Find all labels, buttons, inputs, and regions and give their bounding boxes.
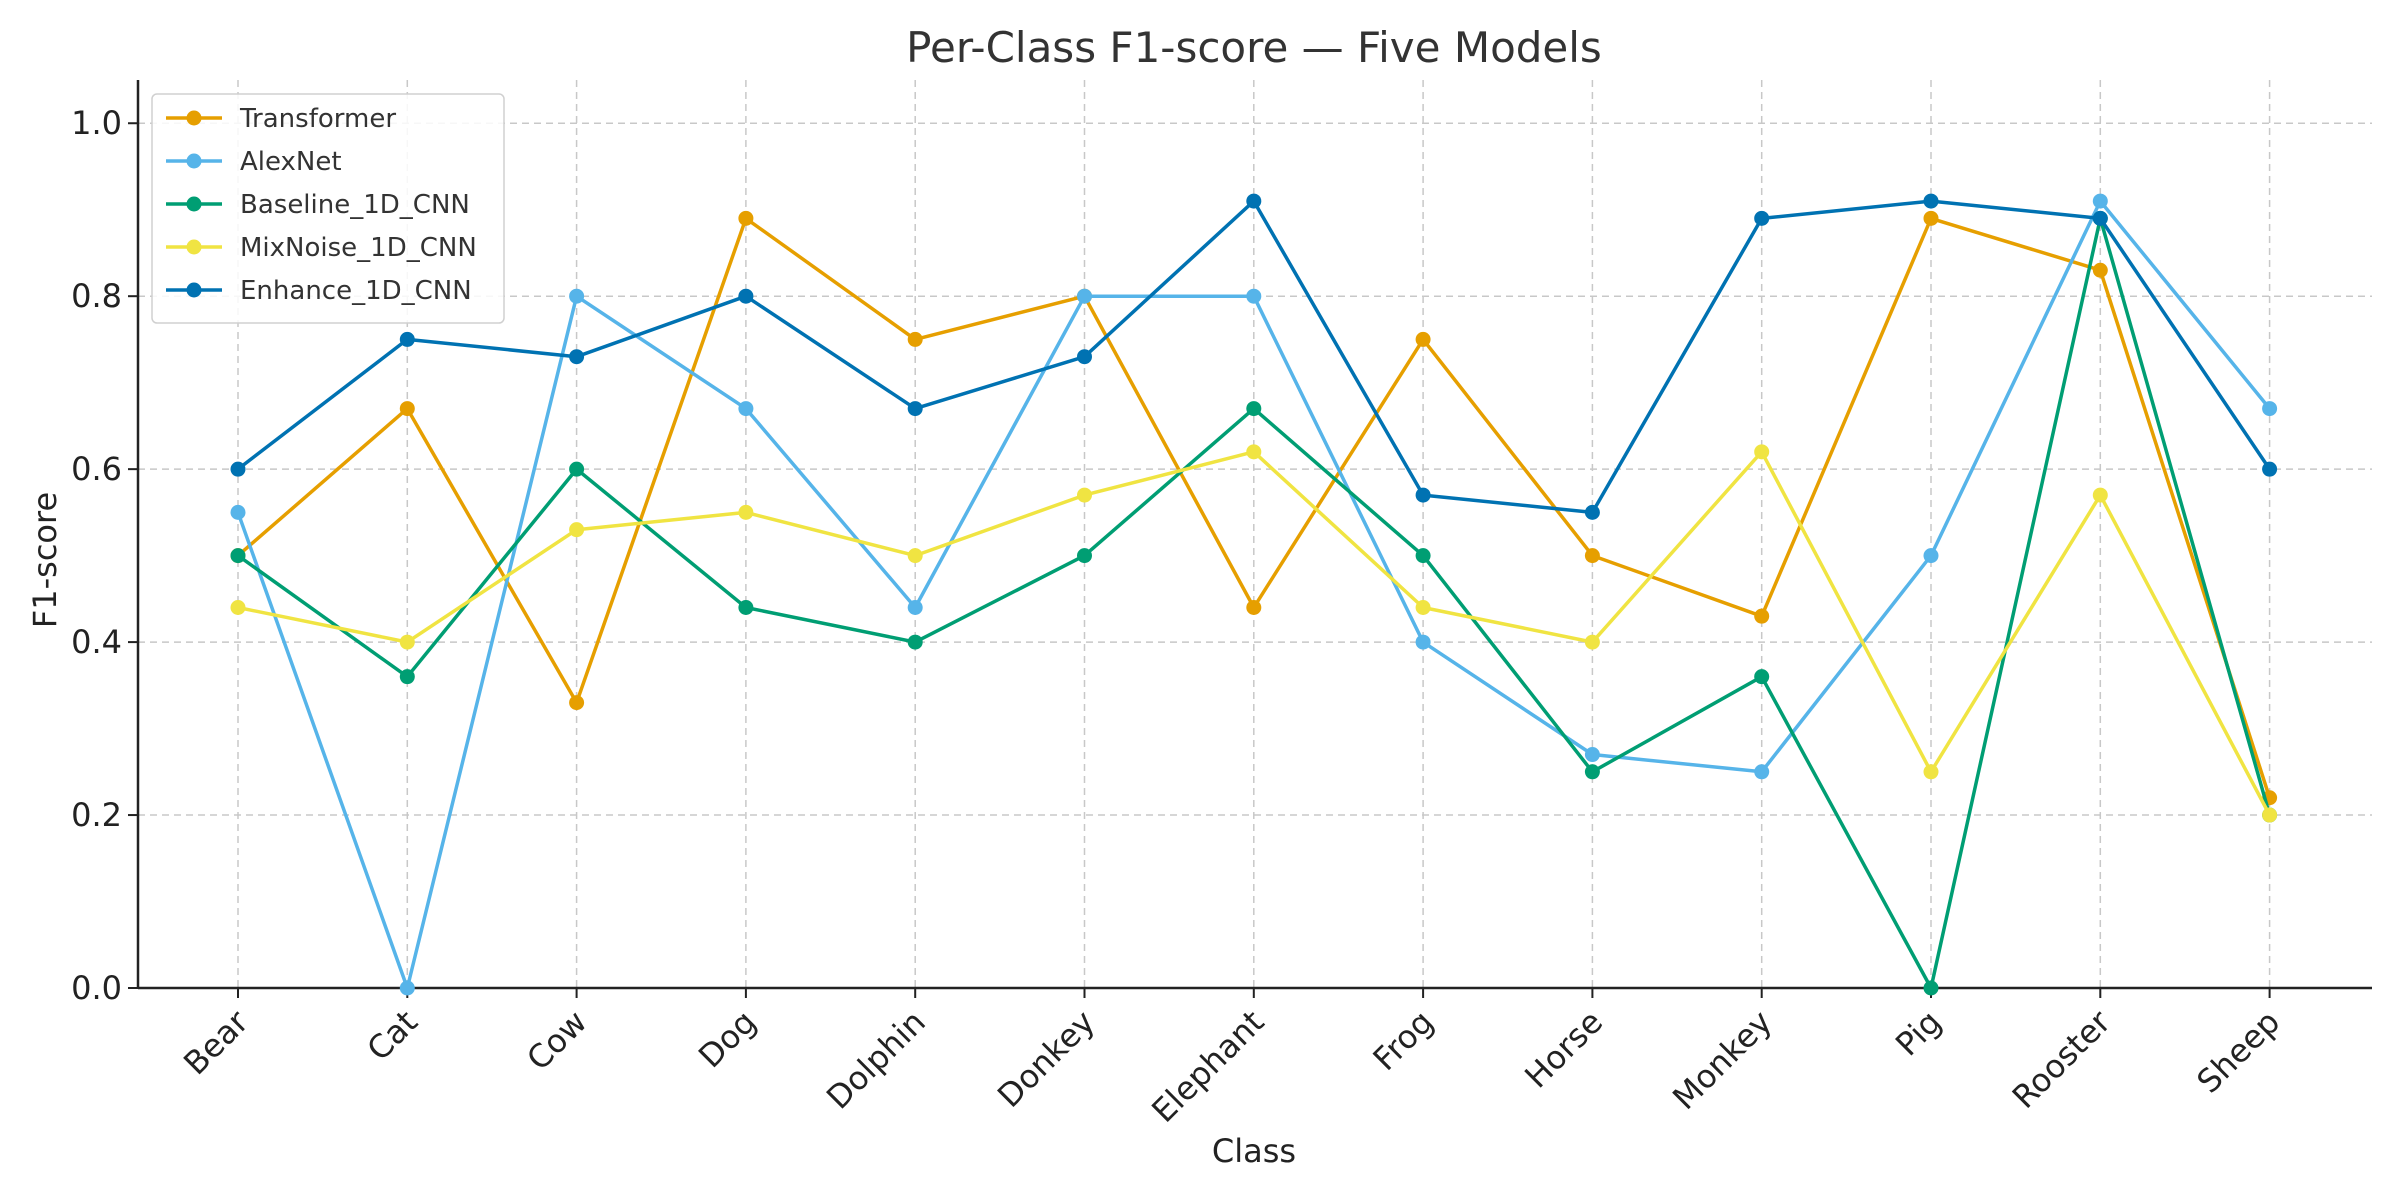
data-point (230, 461, 246, 477)
legend-marker (186, 196, 202, 212)
data-point (1415, 548, 1431, 564)
data-point (1754, 444, 1770, 460)
data-point (230, 600, 246, 616)
y-tick-label: 0.8 (71, 277, 122, 315)
data-point (1923, 548, 1939, 564)
data-point (907, 401, 923, 417)
data-point (399, 980, 415, 996)
data-point (1415, 487, 1431, 503)
data-point (1415, 634, 1431, 650)
data-point (569, 695, 585, 711)
data-point (1246, 444, 1262, 460)
legend-marker (186, 282, 202, 298)
data-point (1754, 669, 1770, 685)
data-point (2092, 210, 2108, 226)
legend-marker (186, 153, 202, 169)
legend-frame (151, 93, 505, 324)
legend-label: AlexNet (240, 147, 342, 177)
data-point (1923, 980, 1939, 996)
series-enhance-1d-cnn (230, 193, 2278, 520)
y-tick-label: 0.4 (71, 623, 122, 661)
data-point (907, 600, 923, 616)
data-point (1246, 193, 1262, 209)
data-point (738, 504, 754, 520)
data-point (1923, 193, 1939, 209)
y-tick-label: 0.2 (71, 796, 122, 834)
data-point (738, 210, 754, 226)
data-point (1077, 487, 1092, 503)
data-point (1246, 288, 1262, 304)
data-point (1246, 600, 1262, 616)
data-point (2262, 401, 2278, 417)
legend-label: Baseline_1D_CNN (240, 190, 470, 220)
data-point (738, 600, 754, 616)
grid (138, 80, 2372, 989)
data-point (1584, 747, 1600, 763)
data-point (1077, 349, 1092, 365)
data-point (399, 634, 415, 650)
data-point (2092, 487, 2108, 503)
data-point (1246, 401, 1262, 417)
data-point (1077, 288, 1092, 304)
data-point (738, 401, 754, 417)
data-point (569, 349, 585, 365)
data-point (230, 504, 246, 520)
data-point (907, 634, 923, 650)
legend-item: MixNoise_1D_CNN (166, 233, 477, 263)
data-point (1923, 210, 1939, 226)
data-point (907, 331, 923, 347)
data-point (569, 522, 585, 538)
series-baseline-1d-cnn (230, 210, 2278, 996)
data-point (2262, 807, 2278, 823)
data-point (2092, 193, 2108, 209)
data-point (2262, 461, 2278, 477)
legend-label: MixNoise_1D_CNN (240, 233, 477, 263)
legend-item: AlexNet (166, 147, 342, 177)
data-point (1415, 331, 1431, 347)
legend-label: Transformer (239, 104, 396, 134)
series-mixnoise-1d-cnn (230, 444, 2278, 823)
data-point (1584, 634, 1600, 650)
y-axis-ticks: 0.0 0.2 0.4 0.6 0.8 1.0 (71, 104, 138, 1007)
data-point (1754, 210, 1770, 226)
y-tick-label: 0.6 (71, 450, 122, 488)
legend-marker (186, 110, 202, 126)
data-point (2092, 262, 2108, 278)
data-point (399, 669, 415, 685)
legend-marker (186, 239, 202, 255)
data-point (1754, 608, 1770, 624)
series-alexnet (230, 193, 2278, 996)
data-point (1584, 504, 1600, 520)
axes (136, 80, 2372, 990)
legend-label: Enhance_1D_CNN (240, 276, 472, 306)
data-point (1584, 548, 1600, 564)
data-point (399, 401, 415, 417)
legend: Transformer AlexNet Baseline_1D_CNN MixNois… (151, 93, 505, 324)
series-transformer (230, 210, 2278, 806)
legend-item: Transformer (166, 104, 396, 134)
y-tick-label: 1.0 (71, 104, 122, 142)
data-point (1415, 600, 1431, 616)
x-axis-label: Class (1212, 1132, 1296, 1170)
legend-item: Baseline_1D_CNN (166, 190, 470, 220)
data-point (399, 331, 415, 347)
data-point (1923, 764, 1939, 780)
data-point (569, 461, 585, 477)
data-point (1077, 548, 1092, 564)
data-point (738, 288, 754, 304)
data-point (1754, 764, 1770, 780)
data-point (907, 548, 923, 564)
data-point (230, 548, 246, 564)
y-axis-label: F1-score (26, 492, 64, 628)
chart-title: Per-Class F1-score — Five Models (906, 23, 1602, 72)
legend-item: Enhance_1D_CNN (166, 276, 472, 306)
series-group (230, 193, 2278, 996)
y-tick-label: 0.0 (71, 969, 122, 1007)
data-point (569, 288, 585, 304)
data-point (1584, 764, 1600, 780)
